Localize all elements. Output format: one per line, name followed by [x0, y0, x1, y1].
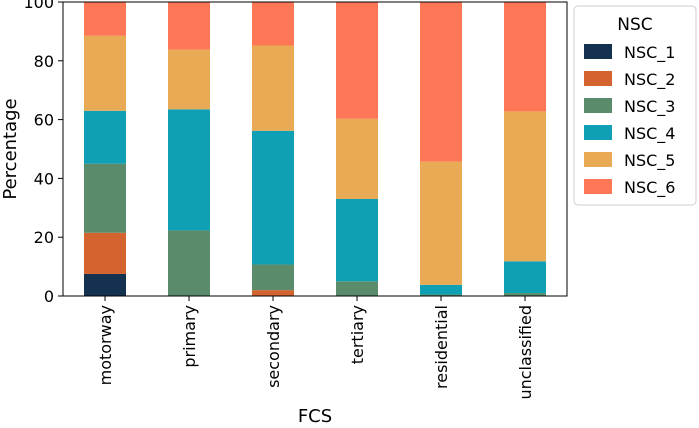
- x-tick-label-motorway: motorway: [96, 305, 115, 385]
- legend-label-nsc-3: NSC_3: [624, 97, 675, 117]
- bar-secondary-nsc-2: [252, 290, 294, 296]
- bar-secondary-nsc-5: [252, 45, 294, 131]
- legend-label-nsc-6: NSC_6: [624, 178, 675, 198]
- bar-motorway-nsc-2: [84, 232, 126, 274]
- bar-primary-nsc-5: [168, 49, 210, 110]
- bar-primary-nsc-3: [168, 230, 210, 296]
- bar-motorway-nsc-4: [84, 110, 126, 164]
- bar-motorway-nsc-5: [84, 35, 126, 111]
- y-tick-label: 80: [34, 52, 54, 71]
- bar-secondary-nsc-6: [252, 2, 294, 46]
- bar-unclassified-nsc-6: [504, 2, 546, 112]
- x-tick-label-secondary: secondary: [264, 305, 283, 388]
- legend-label-nsc-1: NSC_1: [624, 43, 675, 63]
- plot-frame: [62, 1, 568, 297]
- legend-label-nsc-2: NSC_2: [624, 70, 675, 90]
- bar-residential-nsc-3: [420, 294, 462, 296]
- y-axis-label: Percentage: [0, 98, 21, 199]
- x-tick-label-primary: primary: [180, 305, 199, 368]
- bar-tertiary-nsc-4: [336, 198, 378, 282]
- bar-primary-nsc-6: [168, 2, 210, 50]
- bar-residential-nsc-5: [420, 161, 462, 285]
- bar-secondary-nsc-3: [252, 264, 294, 291]
- legend-swatch-nsc-6: [584, 179, 612, 194]
- bar-tertiary-nsc-5: [336, 118, 378, 199]
- legend-title: NSC: [617, 15, 652, 35]
- legend-swatch-nsc-1: [584, 44, 612, 59]
- bar-residential-nsc-6: [420, 2, 462, 162]
- x-tick-label-unclassified: unclassified: [516, 305, 535, 400]
- legend-label-nsc-5: NSC_5: [624, 151, 675, 171]
- bar-tertiary-nsc-6: [336, 2, 378, 119]
- legend-swatch-nsc-2: [584, 71, 612, 86]
- y-tick-label: 100: [23, 0, 54, 12]
- legend-swatch-nsc-4: [584, 125, 612, 140]
- bar-residential-nsc-4: [420, 284, 462, 295]
- bar-tertiary-nsc-3: [336, 281, 378, 296]
- bar-motorway-nsc-1: [84, 273, 126, 296]
- y-tick-label: 40: [34, 169, 54, 188]
- legend: NSC NSC_1 NSC_2 NSC_3 NSC_4 NSC_5 NSC_6: [573, 5, 697, 206]
- bar-unclassified-nsc-3: [504, 293, 546, 296]
- bar-unclassified-nsc-5: [504, 111, 546, 262]
- y-tick-label: 0: [44, 287, 54, 306]
- x-ticks: motorway primary secondary tertiary resident…: [96, 296, 535, 400]
- y-tick-label: 60: [34, 111, 54, 130]
- bars-layer: [84, 2, 546, 296]
- y-tick-label: 20: [34, 228, 54, 247]
- legend-swatch-nsc-5: [584, 152, 612, 167]
- legend-label-nsc-4: NSC_4: [624, 124, 675, 144]
- bar-secondary-nsc-4: [252, 130, 294, 265]
- y-ticks: 0 20 40 60 80 100: [23, 0, 63, 306]
- x-axis-label: FCS: [298, 406, 332, 427]
- x-tick-label-residential: residential: [432, 305, 451, 389]
- bar-primary-nsc-4: [168, 109, 210, 231]
- bar-unclassified-nsc-4: [504, 261, 546, 294]
- x-tick-label-tertiary: tertiary: [348, 305, 367, 364]
- bar-motorway-nsc-3: [84, 163, 126, 233]
- legend-swatch-nsc-3: [584, 98, 612, 113]
- bar-motorway-nsc-6: [84, 2, 126, 36]
